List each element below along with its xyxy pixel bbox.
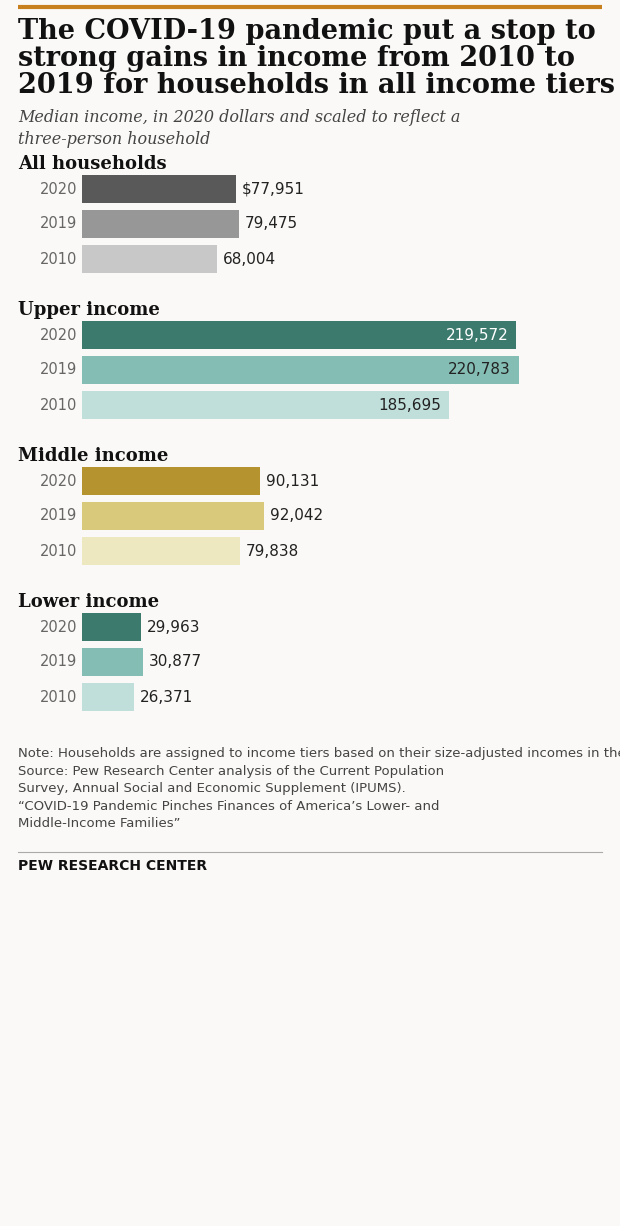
Bar: [82, 649, 143, 676]
Text: 2010: 2010: [40, 251, 77, 266]
Bar: [82, 467, 260, 495]
Text: 2010: 2010: [40, 689, 77, 705]
Text: Note: Households are assigned to income tiers based on their size-adjusted incom: Note: Households are assigned to income …: [18, 747, 620, 830]
Text: 26,371: 26,371: [140, 689, 193, 705]
Bar: [82, 391, 450, 419]
Text: 2010: 2010: [40, 543, 77, 559]
Text: 2019: 2019: [40, 217, 77, 232]
Text: PEW RESEARCH CENTER: PEW RESEARCH CENTER: [18, 859, 207, 873]
Text: 219,572: 219,572: [446, 327, 508, 342]
Text: Median income, in 2020 dollars and scaled to reflect a
three-person household: Median income, in 2020 dollars and scale…: [18, 109, 461, 147]
Bar: [82, 245, 216, 273]
Text: 79,838: 79,838: [246, 543, 299, 559]
Text: 68,004: 68,004: [223, 251, 276, 266]
Text: 2020: 2020: [40, 327, 77, 342]
Text: 2019 for households in all income tiers: 2019 for households in all income tiers: [18, 72, 615, 99]
Bar: [82, 210, 239, 238]
Text: 185,695: 185,695: [378, 397, 441, 412]
Text: 2019: 2019: [40, 363, 77, 378]
Text: 2019: 2019: [40, 655, 77, 669]
Text: $77,951: $77,951: [242, 181, 305, 196]
Bar: [82, 537, 240, 565]
Text: 92,042: 92,042: [270, 509, 323, 524]
Text: 2020: 2020: [40, 473, 77, 488]
Text: All households: All households: [18, 154, 167, 173]
Text: 79,475: 79,475: [246, 217, 298, 232]
Text: 2020: 2020: [40, 181, 77, 196]
Text: 220,783: 220,783: [448, 363, 511, 378]
Text: Upper income: Upper income: [18, 302, 160, 319]
Text: Lower income: Lower income: [18, 593, 159, 611]
Bar: [82, 356, 519, 384]
Text: Middle income: Middle income: [18, 447, 169, 465]
Bar: [82, 321, 516, 349]
Text: The COVID-19 pandemic put a stop to: The COVID-19 pandemic put a stop to: [18, 18, 596, 45]
Text: 30,877: 30,877: [149, 655, 202, 669]
Text: 2020: 2020: [40, 619, 77, 635]
Text: 2010: 2010: [40, 397, 77, 412]
Text: 90,131: 90,131: [267, 473, 319, 488]
Bar: [82, 613, 141, 641]
Text: 29,963: 29,963: [148, 619, 201, 635]
Bar: [82, 175, 236, 204]
Bar: [82, 501, 264, 530]
Bar: [82, 683, 134, 711]
Text: 2019: 2019: [40, 509, 77, 524]
Text: strong gains in income from 2010 to: strong gains in income from 2010 to: [18, 45, 575, 72]
